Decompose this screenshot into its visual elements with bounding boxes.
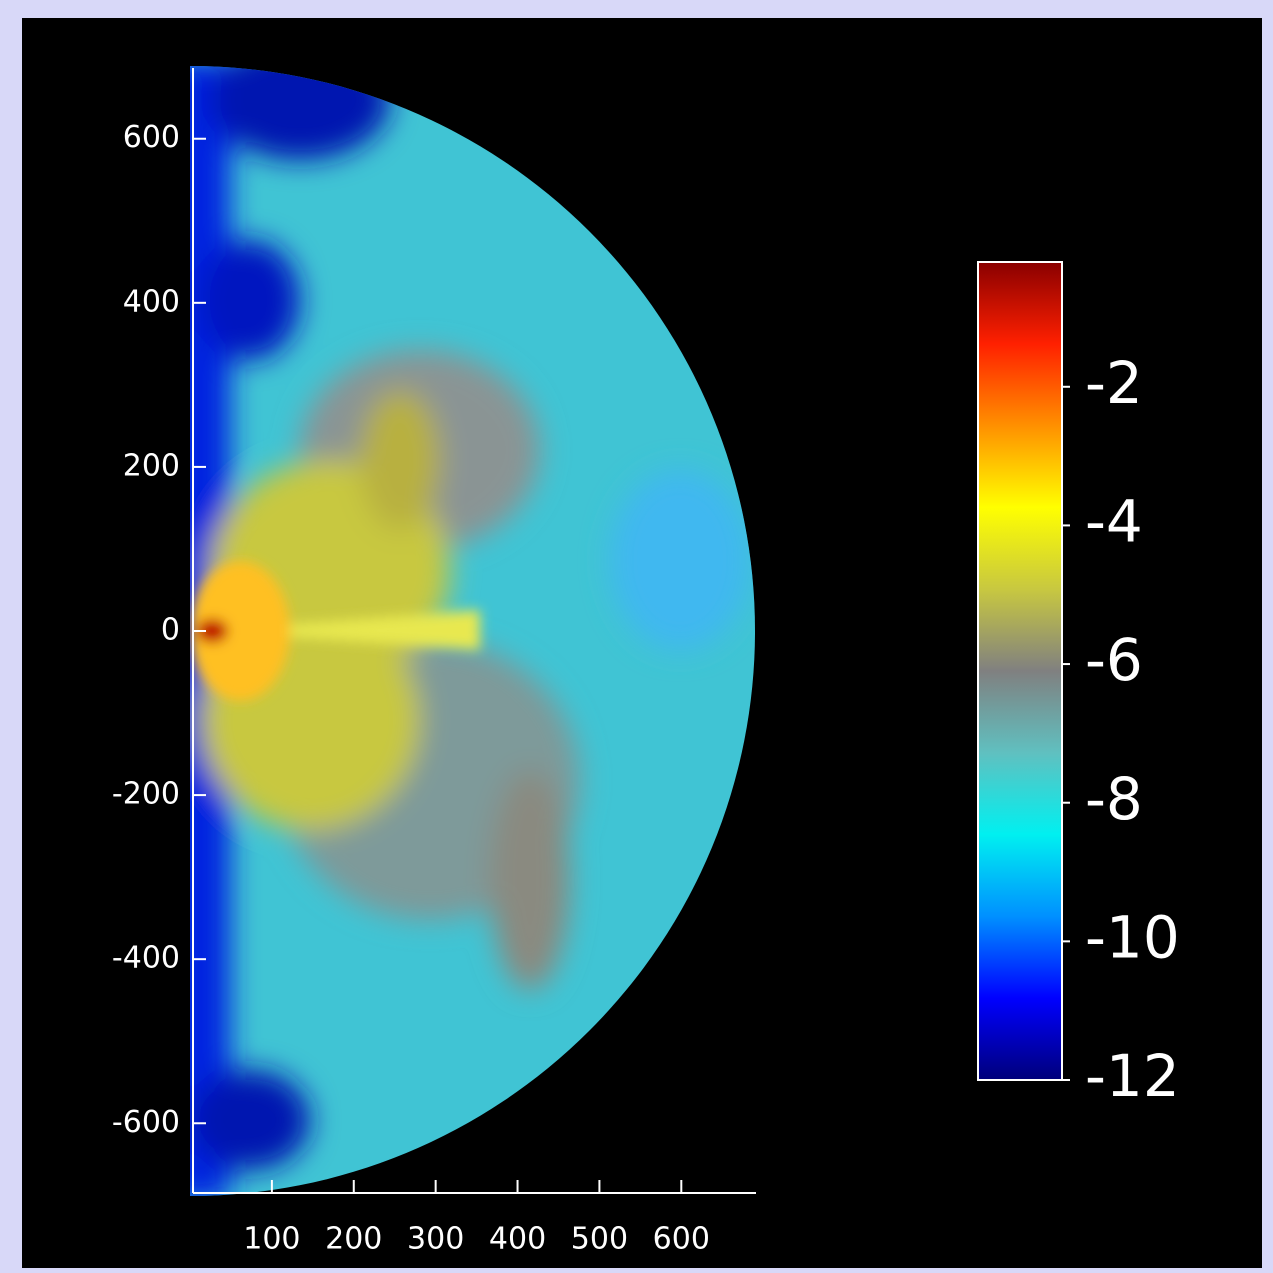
y-tick-label: 400 xyxy=(123,284,180,319)
colorbar xyxy=(977,261,1063,1081)
y-tick-label: -400 xyxy=(112,941,180,976)
y-tick-label: -600 xyxy=(112,1105,180,1140)
y-tick-label: -200 xyxy=(112,777,180,812)
y-tick-label: 200 xyxy=(123,448,180,483)
x-tick-label: 100 xyxy=(243,1222,300,1257)
x-tick-label: 200 xyxy=(325,1222,382,1257)
y-tick-label: 600 xyxy=(123,120,180,155)
x-tick-label: 500 xyxy=(571,1222,628,1257)
colorbar-tick-label: -2 xyxy=(1085,349,1143,417)
colorbar-tick-label: -8 xyxy=(1085,765,1143,833)
x-tick-label: 300 xyxy=(407,1222,464,1257)
colorbar-tick-label: -6 xyxy=(1085,626,1143,694)
x-tick-label: 400 xyxy=(489,1222,546,1257)
colorbar-tick-label: -10 xyxy=(1085,903,1180,971)
y-tick-label: 0 xyxy=(161,613,180,648)
x-tick-label: 600 xyxy=(653,1222,710,1257)
colorbar-tick-label: -12 xyxy=(1085,1042,1180,1110)
colorbar-tick-label: -4 xyxy=(1085,488,1143,556)
